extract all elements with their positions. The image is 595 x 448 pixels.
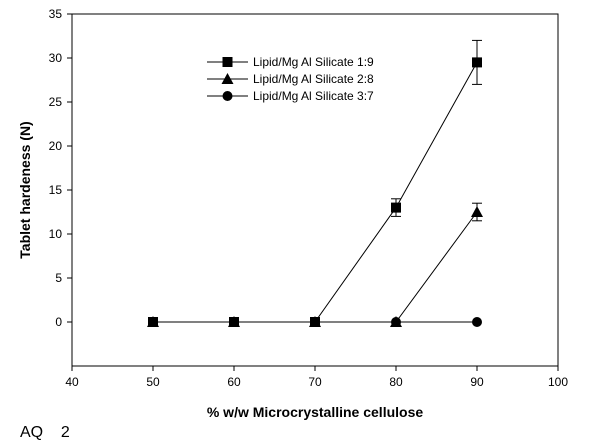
series-line — [153, 211, 478, 323]
x-tick-label: 100 — [548, 375, 568, 389]
y-tick-label: 5 — [55, 271, 62, 285]
data-point — [471, 206, 483, 217]
legend-marker — [222, 91, 233, 101]
y-tick-label: 30 — [49, 51, 63, 65]
legend-label: Lipid/Mg Al Silicate 1:9 — [253, 55, 374, 69]
y-tick-label: 20 — [49, 139, 63, 153]
series-layer — [147, 39, 483, 327]
series-2 — [147, 202, 483, 327]
data-point — [391, 202, 401, 213]
y-tick-label: 10 — [49, 227, 63, 241]
legend-item: Lipid/Mg Al Silicate 1:9 — [207, 55, 374, 69]
x-tick-label: 80 — [389, 375, 403, 389]
legend: Lipid/Mg Al Silicate 1:9 Lipid/Mg Al Sili… — [207, 55, 374, 103]
figure-caption: AQ 2 — [20, 424, 70, 441]
series-3 — [148, 317, 482, 327]
x-axis-title: % w/w Microcrystalline cellulose — [207, 404, 424, 420]
data-point — [472, 57, 482, 68]
y-axis-title: Tablet hardeness (N) — [17, 121, 33, 258]
axis-ticks: 40 50 60 70 80 90 100 0 5 10 15 20 25 30 35 — [49, 7, 569, 389]
x-tick-label: 70 — [308, 375, 322, 389]
data-point — [391, 317, 401, 327]
x-tick-label: 60 — [227, 375, 241, 389]
data-point — [148, 317, 158, 327]
legend-item: Lipid/Mg Al Silicate 3:7 — [207, 89, 374, 103]
y-tick-label: 35 — [49, 7, 63, 21]
x-tick-label: 40 — [65, 375, 79, 389]
legend-label: Lipid/Mg Al Silicate 3:7 — [253, 89, 374, 103]
legend-marker — [222, 57, 233, 67]
y-tick-label: 25 — [49, 95, 63, 109]
x-tick-label: 90 — [470, 375, 484, 389]
y-tick-label: 15 — [49, 183, 63, 197]
data-point — [310, 317, 320, 327]
legend-label: Lipid/Mg Al Silicate 2:8 — [253, 72, 374, 86]
legend-item: Lipid/Mg Al Silicate 2:8 — [207, 72, 374, 86]
legend-marker — [221, 73, 234, 84]
data-point — [229, 317, 239, 327]
y-tick-label: 0 — [55, 315, 62, 329]
x-tick-label: 50 — [146, 375, 160, 389]
data-point — [472, 317, 482, 327]
